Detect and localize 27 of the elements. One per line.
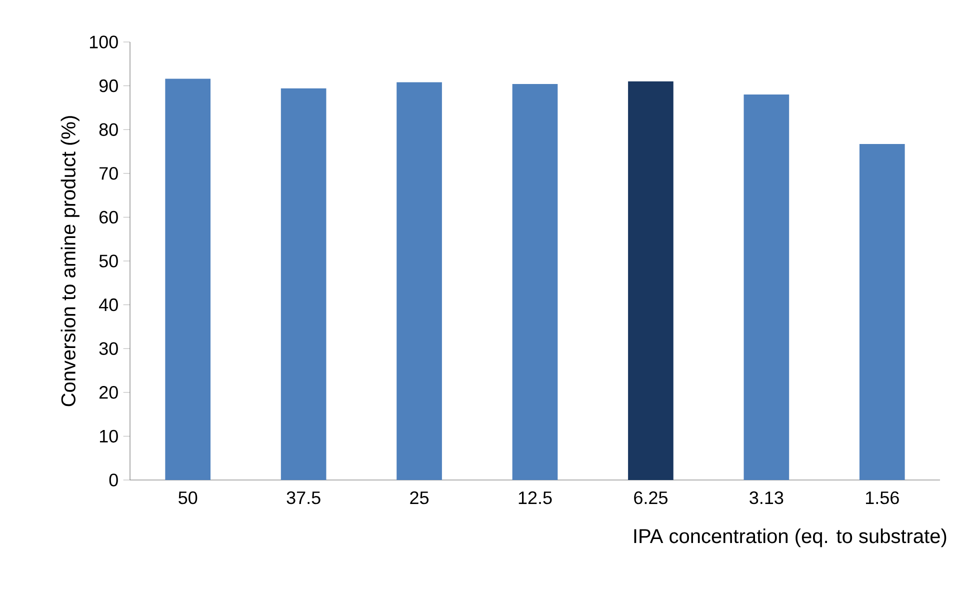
x-axis-title: IPA concentration (eq. to substrate): [634, 528, 946, 548]
y-tick-label: 40: [99, 298, 118, 312]
bar: [628, 81, 674, 480]
bar: [280, 88, 326, 480]
y-tick-label: 70: [100, 167, 118, 180]
y-tick-label: 50: [99, 254, 118, 268]
bar: [165, 78, 211, 480]
x-tick-label: 1.56: [866, 491, 899, 504]
y-tick-label: 60: [100, 210, 118, 224]
x-tick-label: 25: [410, 491, 429, 504]
y-tick-label: 90: [99, 79, 118, 92]
y-tick-label: 10: [100, 430, 118, 443]
bar: [396, 82, 442, 480]
x-tick-label: 12.5: [518, 491, 552, 504]
x-tick-label: 37.5: [286, 491, 320, 504]
x-tick-label: 3.13: [750, 491, 784, 504]
x-tick-label: 6.25: [634, 491, 668, 504]
y-tick-label: 100: [90, 36, 118, 48]
bar: [859, 144, 905, 480]
bar: [512, 84, 558, 480]
y-tick-label: 20: [100, 386, 118, 399]
y-tick-label: 30: [99, 342, 118, 355]
bar: [744, 94, 790, 480]
y-tick-label: 0: [109, 474, 118, 486]
y-axis-title: Conversion to amine product (%): [60, 116, 80, 406]
x-tick-label: 50: [178, 491, 198, 504]
y-tick-label: 80: [99, 123, 118, 136]
